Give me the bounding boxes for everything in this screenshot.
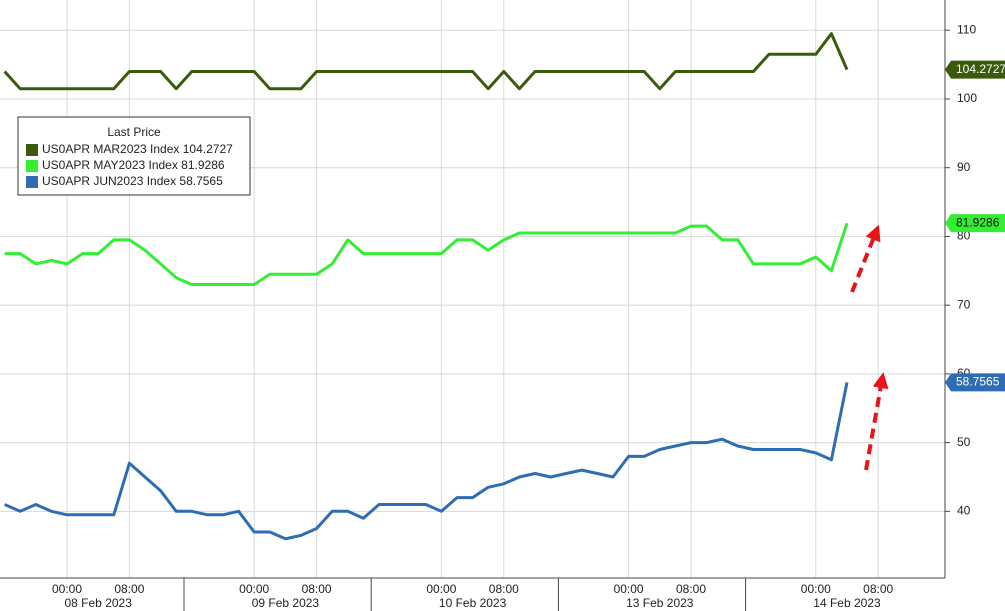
x-tick-label: 08:00 [114,582,144,596]
grid [0,0,945,578]
value-tag [945,60,1005,79]
legend-swatch [26,160,38,172]
legend-swatch [26,176,38,188]
y-tick-label: 100 [957,91,977,105]
date-label: 09 Feb 2023 [252,596,320,610]
legend-title: Last Price [107,125,161,139]
series-line [4,382,849,541]
legend: Last Price US0APR MAR2023 Index 104.2727… [17,116,251,196]
y-tick-label: 110 [957,22,976,36]
x-tick-label: 08:00 [676,582,706,596]
series-line [3,32,849,91]
series-line [4,222,849,286]
date-label: 13 Feb 2023 [626,596,694,610]
x-tick-label: 00:00 [52,582,82,596]
y-tick-label: 90 [957,160,971,174]
legend-label: US0APR MAR2023 Index 104.2727 [42,142,233,156]
x-tick-label: 08:00 [302,582,332,596]
x-tick-label: 00:00 [801,582,831,596]
date-label: 10 Feb 2023 [439,596,507,610]
value-tag [945,214,1005,233]
legend-label: US0APR JUN2023 Index 58.7565 [42,174,223,188]
date-label: 14 Feb 2023 [813,596,881,610]
value-tag-label: 58.7565 [956,375,1000,389]
x-tick-label: 00:00 [614,582,644,596]
x-tick-label: 08:00 [489,582,519,596]
value-tag-label: 81.9286 [956,215,1000,229]
y-tick-label: 50 [957,435,971,449]
value-tag-label: 104.2727 [956,62,1005,76]
value-tag [945,373,1005,392]
arrow [864,372,889,471]
y-tick-label: 70 [957,297,971,311]
legend-swatch [26,144,38,156]
legend-box [17,116,251,196]
x-tick-label: 08:00 [863,582,893,596]
x-tick-label: 00:00 [426,582,456,596]
x-tick-label: 00:00 [239,582,269,596]
legend-label: US0APR MAY2023 Index 81.9286 [42,158,225,172]
date-label: 08 Feb 2023 [65,596,133,610]
y-tick-label: 40 [957,504,971,518]
arrow [850,224,881,293]
lines [3,32,849,541]
